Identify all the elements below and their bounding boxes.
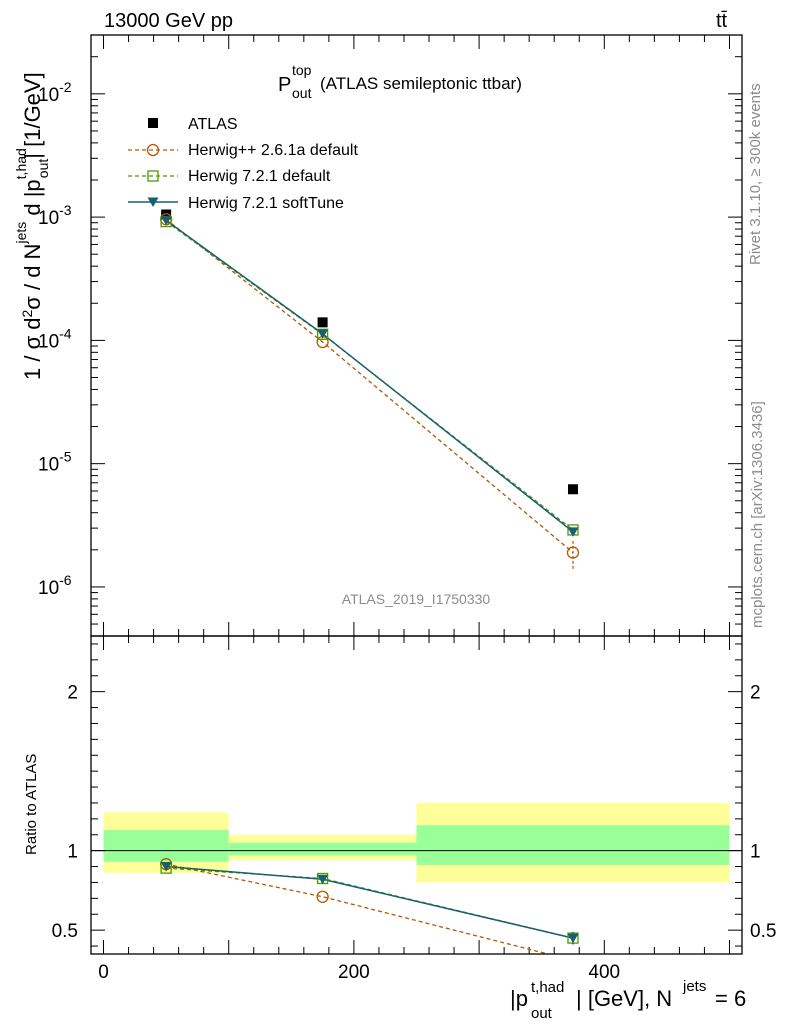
main-point-herwig-7-2-1-softtune [567,527,579,537]
main-point-herwig-7-2-1-softtune [160,215,172,226]
ratio-series-markers [159,858,579,945]
ratio-band-inner [103,829,229,862]
ratio-point-herwig-2-6-1a-default [316,890,329,903]
energy-label: 13000 GeV pp [104,10,233,32]
title-sub: out [292,85,312,101]
ratio-y-tick-label-left: 1 [67,842,78,863]
main-y-tick-base: 10 [38,85,59,106]
mcplots-label: mcplots.cern.ch [arXiv:1306.3436] [749,401,766,628]
main-point-atlas [317,317,328,328]
legend-entry-herwigpp: Herwig++ 2.6.1a default [128,142,358,159]
ratio-panel: 0.5 0.5 1 1 2 2 0 200 400 [52,635,777,983]
rivet-label: Rivet 3.1.10, ≥ 300k events [747,83,764,265]
main-axis-ticks [91,34,742,637]
legend: ATLAS Herwig++ 2.6.1a default Herwig 7.2… [128,116,358,212]
main-point-atlas [161,209,172,220]
main-y-tick-base: 10 [38,578,59,599]
ratio-x-tick-label: 400 [588,962,620,983]
legend-entry-atlas: ATLAS [148,116,238,133]
main-y-tick-label: 10-2 [38,79,72,106]
ratio-y-tick-label-right: 0.5 [750,921,776,942]
ratio-uncertainty-bands [103,802,730,883]
analysis-id: ATLAS_2019_I1750330 [342,591,491,607]
legend-marker-herwig721 [147,170,159,182]
main-y-tick-base: 10 [38,331,59,352]
ratio-y-tick-label-left: 2 [67,683,78,704]
xlabel-sup2: jets [682,978,706,995]
title-main: P [278,74,291,96]
main-y-tick-exponent: -5 [59,449,72,465]
main-series-markers [159,209,580,569]
xlabel-main: |p [510,986,528,1011]
legend-marker-herwigpp [146,143,160,157]
main-y-tick-base: 10 [38,208,59,229]
main-point-herwig-7-2-1-softtune [317,329,329,339]
main-y-tick-label: 10-4 [38,325,72,352]
main-series-lines [165,218,574,554]
main-line-herwig-2-6-1a-default [165,218,574,554]
ratio-frame [90,635,743,955]
main-y-tick-label: 10-6 [38,572,72,599]
ratio-band-inner [416,825,730,865]
xlabel-sup: t,had [531,979,564,996]
xlabel-rest: | [GeV], N [576,986,672,1011]
xlabel-end: = 6 [715,986,746,1011]
legend-entry-softtune: Herwig 7.2.1 softTune [128,195,344,212]
ratio-band-inner [228,842,417,856]
ratio-point-herwig-7-2-1-softtune [317,874,329,885]
process-label: tt̄ [716,10,728,32]
x-axis-label: |p t,had out | [GeV], N jets = 6 [510,978,746,1022]
main-y-tick-label: 10-3 [38,202,72,229]
legend-marker-softtune [147,197,159,207]
ratio-y-tick-labels: 0.5 0.5 1 1 2 2 [52,683,777,943]
ratio-ylabel: Ratio to ATLAS [23,754,40,855]
main-y-tick-exponent: -2 [59,79,72,95]
ratio-point-herwig-7-2-1-softtune [567,933,579,944]
title-rest: (ATLAS semileptonic ttbar) [320,74,522,93]
main-point-herwig-2-6-1a-default [566,546,580,559]
legend-entry-herwig721: Herwig 7.2.1 default [128,168,331,185]
xlabel-sub: out [531,1005,553,1022]
legend-label-atlas: ATLAS [188,116,238,133]
main-point-atlas [567,484,578,495]
legend-label-herwig721: Herwig 7.2.1 default [188,168,331,185]
main-y-tick-exponent: -3 [59,202,72,218]
ratio-y-tick-label-right: 1 [750,842,761,863]
main-y-tick-labels: 10-610-510-410-310-2 [38,79,72,599]
main-y-tick-exponent: -4 [59,325,72,341]
main-y-tick-base: 10 [38,455,59,476]
main-y-tick-label: 10-5 [38,449,72,476]
legend-marker-atlas [148,118,158,128]
ratio-line-herwig-2-6-1a-default [165,863,551,954]
ratio-x-tick-label: 200 [338,962,370,983]
ratio-y-tick-label-right: 2 [750,683,761,704]
legend-label-herwigpp: Herwig++ 2.6.1a default [188,142,358,159]
main-y-tick-exponent: -6 [59,572,72,588]
main-point-herwig-7-2-1-default [316,328,329,340]
plot-title: P top out (ATLAS semileptonic ttbar) [278,62,522,101]
ratio-x-tick-labels: 0 200 400 [98,962,620,983]
ratio-axis-ticks [91,636,742,954]
main-panel: 10-610-510-410-310-2 P top out (ATLAS se… [38,34,743,637]
legend-label-softtune: Herwig 7.2.1 softTune [188,195,344,212]
title-sup: top [292,62,312,78]
ratio-y-tick-label-left: 0.5 [52,921,78,942]
ratio-x-tick-label: 0 [98,962,109,983]
ratio-point-herwig-7-2-1-softtune [160,862,172,872]
